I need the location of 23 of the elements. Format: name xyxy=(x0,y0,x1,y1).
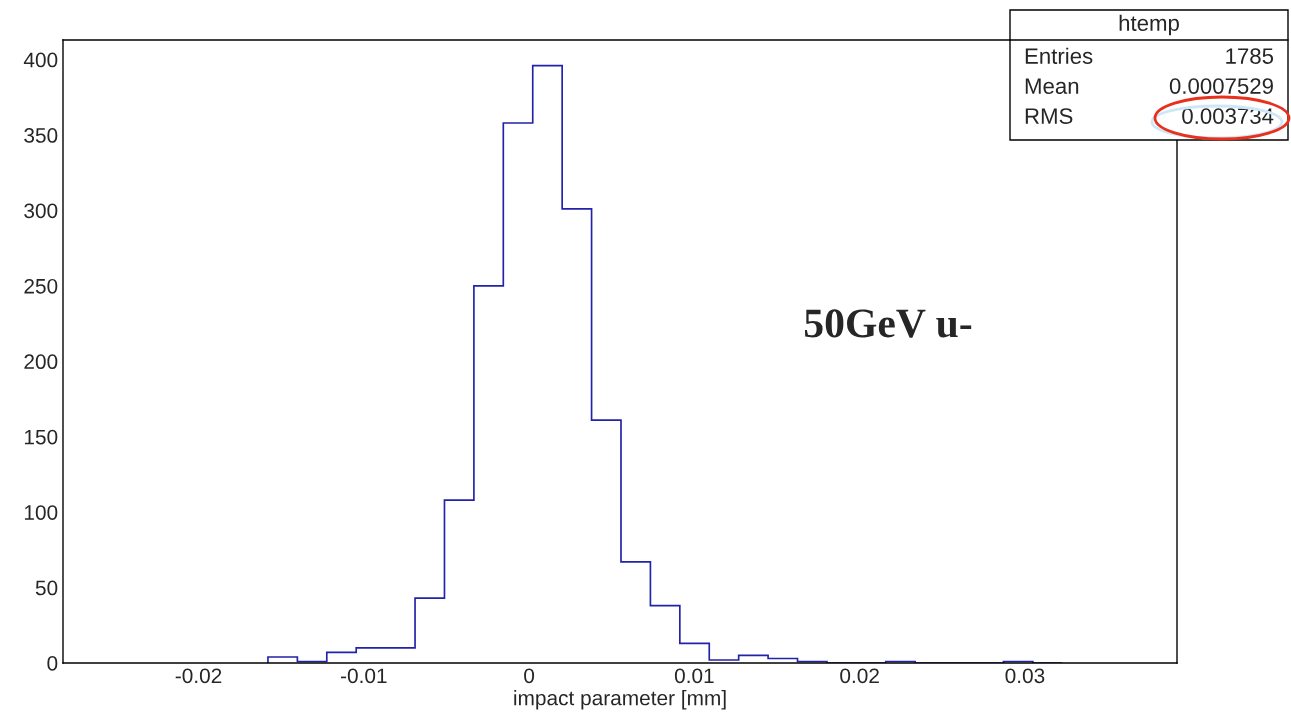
annotation: Entries xyxy=(1025,47,1093,64)
text: htemp xyxy=(1119,14,1179,36)
annotation: 0.0007529 xyxy=(1169,78,1273,94)
y-tick-label: 250 xyxy=(24,278,58,294)
annotation: RMS xyxy=(1025,108,1073,124)
x-tick-label: 0 xyxy=(524,668,535,684)
annotation: Mean xyxy=(1025,78,1079,94)
x-tick-label: -0.01 xyxy=(341,668,387,684)
y-tick-label: 50 xyxy=(35,580,58,596)
y-tick-label: 350 xyxy=(24,128,58,143)
y-tick-label: 200 xyxy=(24,354,58,370)
y-tick-label: 400 xyxy=(23,52,58,68)
x-tick-label: 0.03 xyxy=(1005,668,1045,684)
y-tick-label: 150 xyxy=(24,429,58,445)
x-tick-label: 0.01 xyxy=(674,668,714,684)
text: 1785 xyxy=(1226,48,1274,64)
x-tick-label: -0.02 xyxy=(175,668,222,684)
y-tick-label: 0 xyxy=(47,656,58,671)
y-tick-label: 100 xyxy=(24,505,58,520)
x-tick-label: 0.02 xyxy=(840,668,879,684)
annotation: 50GeV u- xyxy=(804,309,972,338)
x-axis-title: impact parameter [mm] xyxy=(514,690,726,710)
y-tick-label: 300 xyxy=(24,203,58,219)
